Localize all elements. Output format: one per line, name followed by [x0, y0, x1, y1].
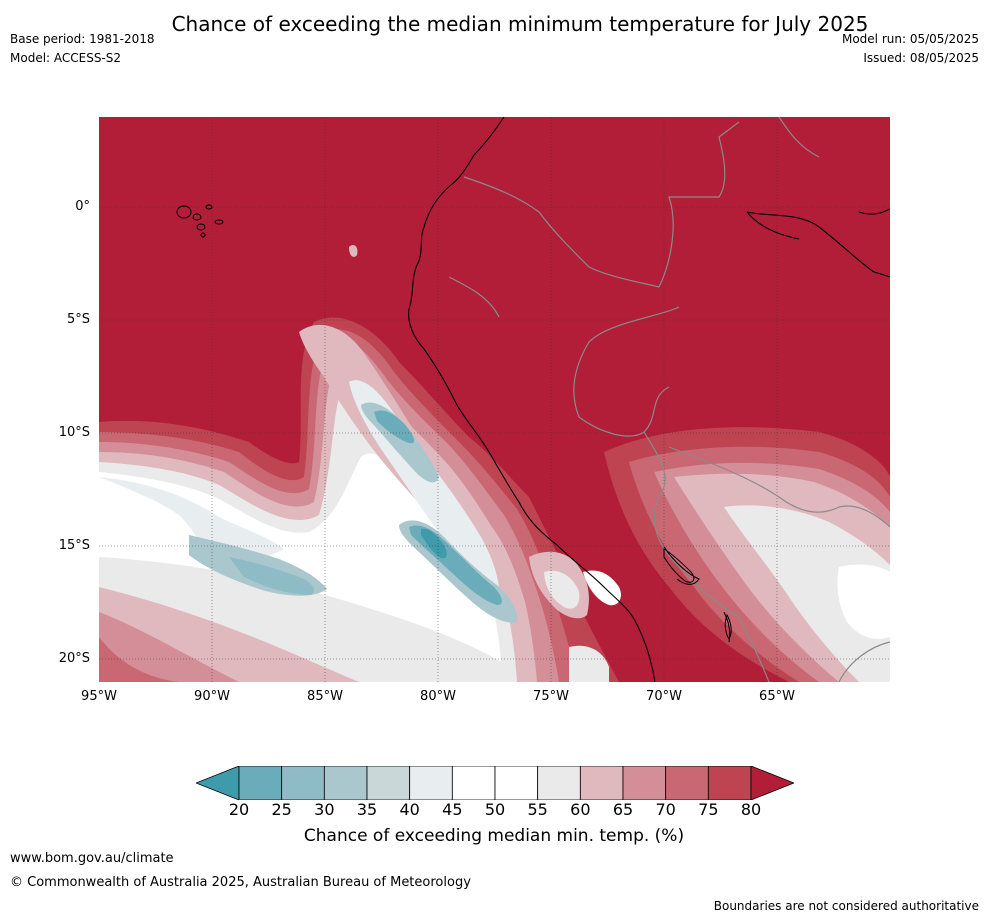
lat-label-0: 0°: [75, 199, 90, 214]
lat-label-20s: 20°S: [58, 651, 90, 666]
contour-50-east: [837, 564, 890, 639]
lon-label-95w: 95°W: [81, 689, 117, 704]
colorbar-bin: [494, 766, 539, 800]
colorbar-bin: [281, 766, 325, 800]
colorbar-tick-label: 25: [271, 800, 292, 819]
country-borders: [448, 117, 890, 682]
contour-20-south: [421, 528, 447, 559]
footer-copyright: © Commonwealth of Australia 2025, Austra…: [10, 875, 471, 890]
lon-label-65w: 65°W: [759, 689, 795, 704]
base-period: Base period: 1981-2018: [10, 32, 155, 46]
contour-55-bottom: [569, 645, 609, 682]
contour-60-small: [349, 244, 358, 257]
contour-50-coast-patch: [583, 570, 621, 606]
lon-label-70w: 70°W: [646, 689, 682, 704]
map-title: Chance of exceeding the median minimum t…: [171, 12, 869, 36]
colorbar-tick-label: 70: [655, 800, 676, 819]
colorbar-bin: [707, 766, 752, 800]
colorbar: [196, 766, 794, 800]
contour-45-west: [99, 477, 284, 562]
issued-date: Issued: 08/05/2025: [863, 51, 979, 65]
footer-url[interactable]: www.bom.gov.au/climate: [10, 851, 174, 866]
colorbar-tick-label: 50: [484, 800, 506, 819]
colorbar-tick-label: 20: [228, 800, 250, 819]
colorbar-bin: [409, 766, 453, 800]
model-name: Model: ACCESS-S2: [10, 51, 122, 65]
coastline: [408, 117, 890, 682]
colorbar-extend-low: [196, 766, 240, 800]
colorbar-bin: [537, 766, 581, 800]
galapagos-islands: [176, 204, 224, 238]
model-run: Model run: 05/05/2025: [841, 32, 979, 46]
colorbar-bin: [665, 766, 709, 800]
graticule: [99, 117, 890, 682]
colorbar-bin: [579, 766, 624, 800]
colorbar-tick-label: 40: [399, 800, 420, 819]
forecast-map: [99, 117, 890, 682]
colorbar-bin: [366, 766, 411, 800]
colorbar-tick-label: 45: [442, 800, 463, 819]
lat-label-10s: 10°S: [58, 425, 90, 440]
meta-left: Base period: 1981-2018 Model: ACCESS-S2: [10, 30, 155, 68]
lon-label-90w: 90°W: [194, 689, 230, 704]
lon-label-75w: 75°W: [533, 689, 569, 704]
colorbar-tick-label: 30: [314, 800, 335, 819]
meta-right: Model run: 05/05/2025 Issued: 08/05/2025: [842, 30, 979, 68]
colorbar-bin: [323, 766, 368, 800]
colorbar-bin: [622, 766, 667, 800]
colorbar-tick-label: 35: [356, 800, 378, 819]
contour-25-north: [374, 410, 415, 444]
colorbar-tick-label: 75: [698, 800, 719, 819]
lake-poopo: [724, 613, 732, 640]
colorbar-tick-label: 60: [570, 800, 591, 819]
colorbar-extend-high: [750, 766, 794, 800]
contour-55-coast-patch: [544, 570, 580, 609]
colorbar-tick-label: 65: [612, 800, 634, 819]
contour-55-east: [724, 505, 890, 682]
colorbar-tick-label: 55: [527, 800, 548, 819]
lake-titicaca: [663, 548, 695, 583]
colorbar-tick-label: 80: [740, 800, 762, 819]
colorbar-bin: [451, 766, 496, 800]
lon-label-85w: 85°W: [307, 689, 343, 704]
lat-label-15s: 15°S: [58, 538, 90, 553]
lat-label-5s: 5°S: [66, 312, 90, 327]
colorbar-bin: [238, 766, 283, 800]
lon-label-80w: 80°W: [420, 689, 456, 704]
footer-disclaimer: Boundaries are not considered authoritat…: [713, 899, 979, 913]
contour-30-band: [229, 557, 315, 595]
colorbar-label: Chance of exceeding median min. temp. (%…: [303, 826, 685, 846]
